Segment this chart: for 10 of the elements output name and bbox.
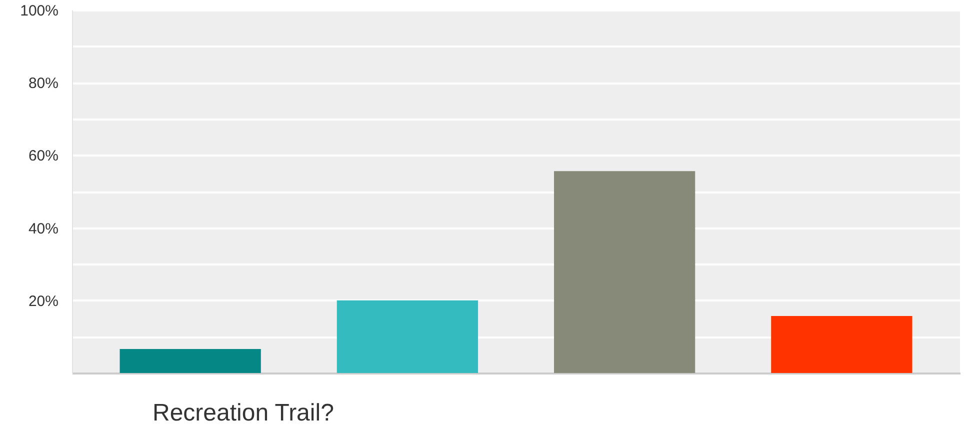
bar xyxy=(120,349,261,373)
y-tick-label: 60% xyxy=(28,148,58,165)
bar xyxy=(554,171,696,373)
bar xyxy=(771,316,912,373)
y-tick-label: 20% xyxy=(28,292,58,310)
y-tick-label: 80% xyxy=(28,75,58,92)
bar xyxy=(336,300,478,373)
x-axis-title: Recreation Trail? xyxy=(152,400,334,426)
y-tick-label: 40% xyxy=(28,220,58,238)
y-tick-label: 100% xyxy=(20,2,58,20)
